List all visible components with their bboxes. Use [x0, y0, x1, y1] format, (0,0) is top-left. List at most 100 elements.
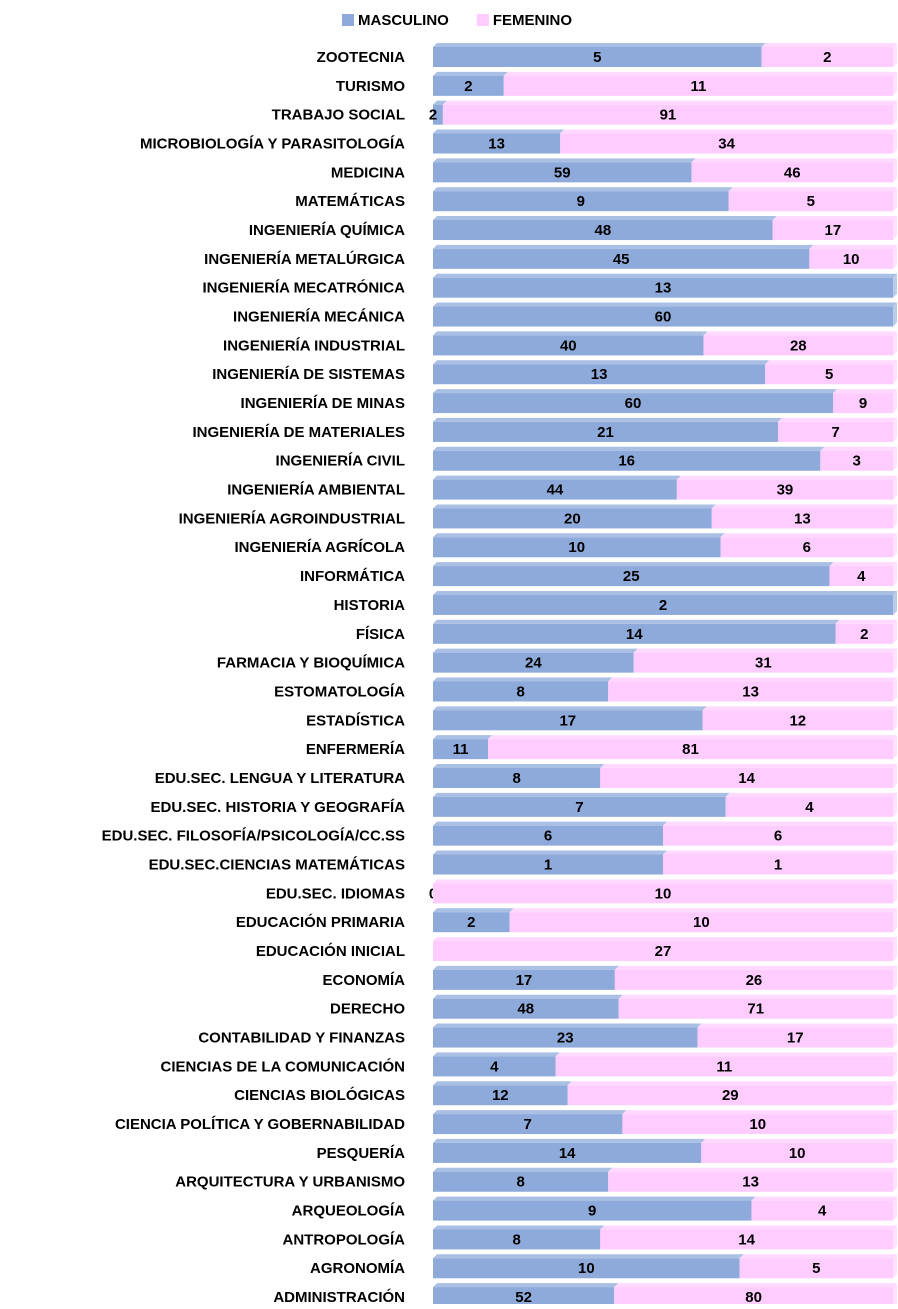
bar-top — [433, 735, 492, 740]
bar-side — [893, 994, 897, 1019]
bar-segment — [433, 162, 692, 183]
bar-segment — [433, 364, 766, 385]
value-label: 10 — [843, 251, 860, 268]
bar-segment — [433, 652, 634, 673]
bar-top — [835, 619, 897, 624]
value-label: 16 — [618, 453, 635, 470]
bar-segment — [614, 1287, 893, 1308]
bar-segment — [676, 479, 893, 500]
bar-segment — [433, 191, 729, 212]
category-label: DERECHO — [330, 1001, 405, 1018]
category-label: INFORMÁTICA — [300, 568, 405, 585]
bar-segment — [433, 1200, 752, 1221]
value-label: 29 — [722, 1087, 739, 1104]
value-label: 5 — [593, 49, 601, 66]
bar-side — [893, 244, 897, 269]
category-label: ADMINISTRACIÓN — [273, 1288, 405, 1304]
bar-top — [618, 994, 897, 999]
value-label: 48 — [517, 1001, 534, 1018]
bar-segment — [433, 393, 833, 414]
bar-segment — [772, 220, 893, 241]
bar-top — [600, 1225, 897, 1230]
value-label: 1 — [774, 856, 782, 873]
bar-top — [433, 1283, 619, 1288]
bar-segment — [663, 854, 893, 875]
category-label: EDU.SEC.CIENCIAS MATEMÁTICAS — [149, 856, 405, 873]
value-label: 8 — [516, 1174, 524, 1191]
bar-segment — [503, 75, 893, 96]
bar-top — [614, 965, 897, 970]
bar-segment — [433, 566, 830, 587]
bar-top — [703, 331, 897, 336]
bar-segment — [433, 1258, 740, 1279]
value-label: 13 — [794, 510, 811, 527]
bar-top — [622, 1110, 897, 1115]
bar-side — [893, 821, 897, 846]
bar-side — [893, 331, 897, 356]
value-label: 6 — [774, 828, 782, 845]
value-label: 20 — [564, 510, 581, 527]
bar-segment — [697, 1027, 893, 1048]
value-label: 7 — [831, 424, 839, 441]
bar-segment — [765, 364, 893, 385]
legend-swatch — [476, 14, 489, 26]
bar-side — [893, 706, 897, 731]
bar-top — [433, 1225, 605, 1230]
category-label: ECONOMÍA — [323, 972, 406, 989]
bar-segment — [560, 133, 893, 154]
bar-top — [608, 1167, 897, 1172]
value-label: 5 — [807, 193, 815, 210]
bar-top — [567, 1081, 897, 1086]
bar-top — [751, 1196, 897, 1201]
category-label: EDU.SEC. FILOSOFÍA/PSICOLOGÍA/CC.SS — [102, 828, 405, 845]
value-label: 14 — [738, 770, 755, 787]
bar-top — [433, 821, 667, 826]
value-label: 17 — [516, 972, 533, 989]
value-label: 8 — [512, 1231, 520, 1248]
value-label: 2 — [659, 597, 667, 614]
legend-label: MASCULINO — [358, 12, 449, 29]
bar-segment — [608, 681, 893, 702]
value-label: 45 — [613, 251, 630, 268]
bar-top — [433, 1052, 560, 1057]
value-label: 11 — [716, 1058, 732, 1075]
bar-top — [433, 619, 840, 624]
category-label: CONTABILIDAD Y FINANZAS — [198, 1030, 405, 1047]
bar-segment — [433, 1229, 601, 1250]
value-label: 91 — [660, 107, 677, 124]
category-label: ANTROPOLOGÍA — [283, 1231, 406, 1248]
bar-side — [893, 965, 897, 990]
bar-side — [893, 71, 897, 96]
value-label: 5 — [812, 1260, 820, 1277]
value-label: 9 — [588, 1203, 596, 1220]
bar-segment — [728, 191, 893, 212]
bar-side — [893, 504, 897, 529]
bar-top — [433, 389, 837, 394]
bar-top — [702, 706, 897, 711]
bar-segment — [433, 277, 893, 298]
bar-top — [711, 504, 897, 509]
bar-side — [893, 1254, 897, 1279]
bar-top — [614, 1283, 897, 1288]
bar-segment — [701, 1142, 893, 1163]
category-label: CIENCIA POLÍTICA Y GOBERNABILIDAD — [115, 1116, 405, 1133]
bar-segment — [433, 912, 510, 933]
bar-side — [893, 1081, 897, 1106]
bar-top — [433, 273, 897, 278]
value-label: 23 — [557, 1030, 574, 1047]
bar-top — [663, 821, 897, 826]
value-label: 10 — [568, 539, 585, 556]
bar-segment — [820, 450, 893, 471]
value-label: 21 — [597, 424, 614, 441]
bar-top — [433, 937, 897, 942]
value-label: 6 — [544, 828, 552, 845]
bar-top — [739, 1254, 897, 1259]
bar-top — [833, 389, 897, 394]
bar-top — [433, 1081, 572, 1086]
bar-top — [600, 764, 897, 768]
bar-segment — [433, 1056, 556, 1077]
bar-segment — [433, 248, 810, 269]
bar-top — [728, 187, 897, 192]
value-label: 31 — [755, 655, 772, 672]
